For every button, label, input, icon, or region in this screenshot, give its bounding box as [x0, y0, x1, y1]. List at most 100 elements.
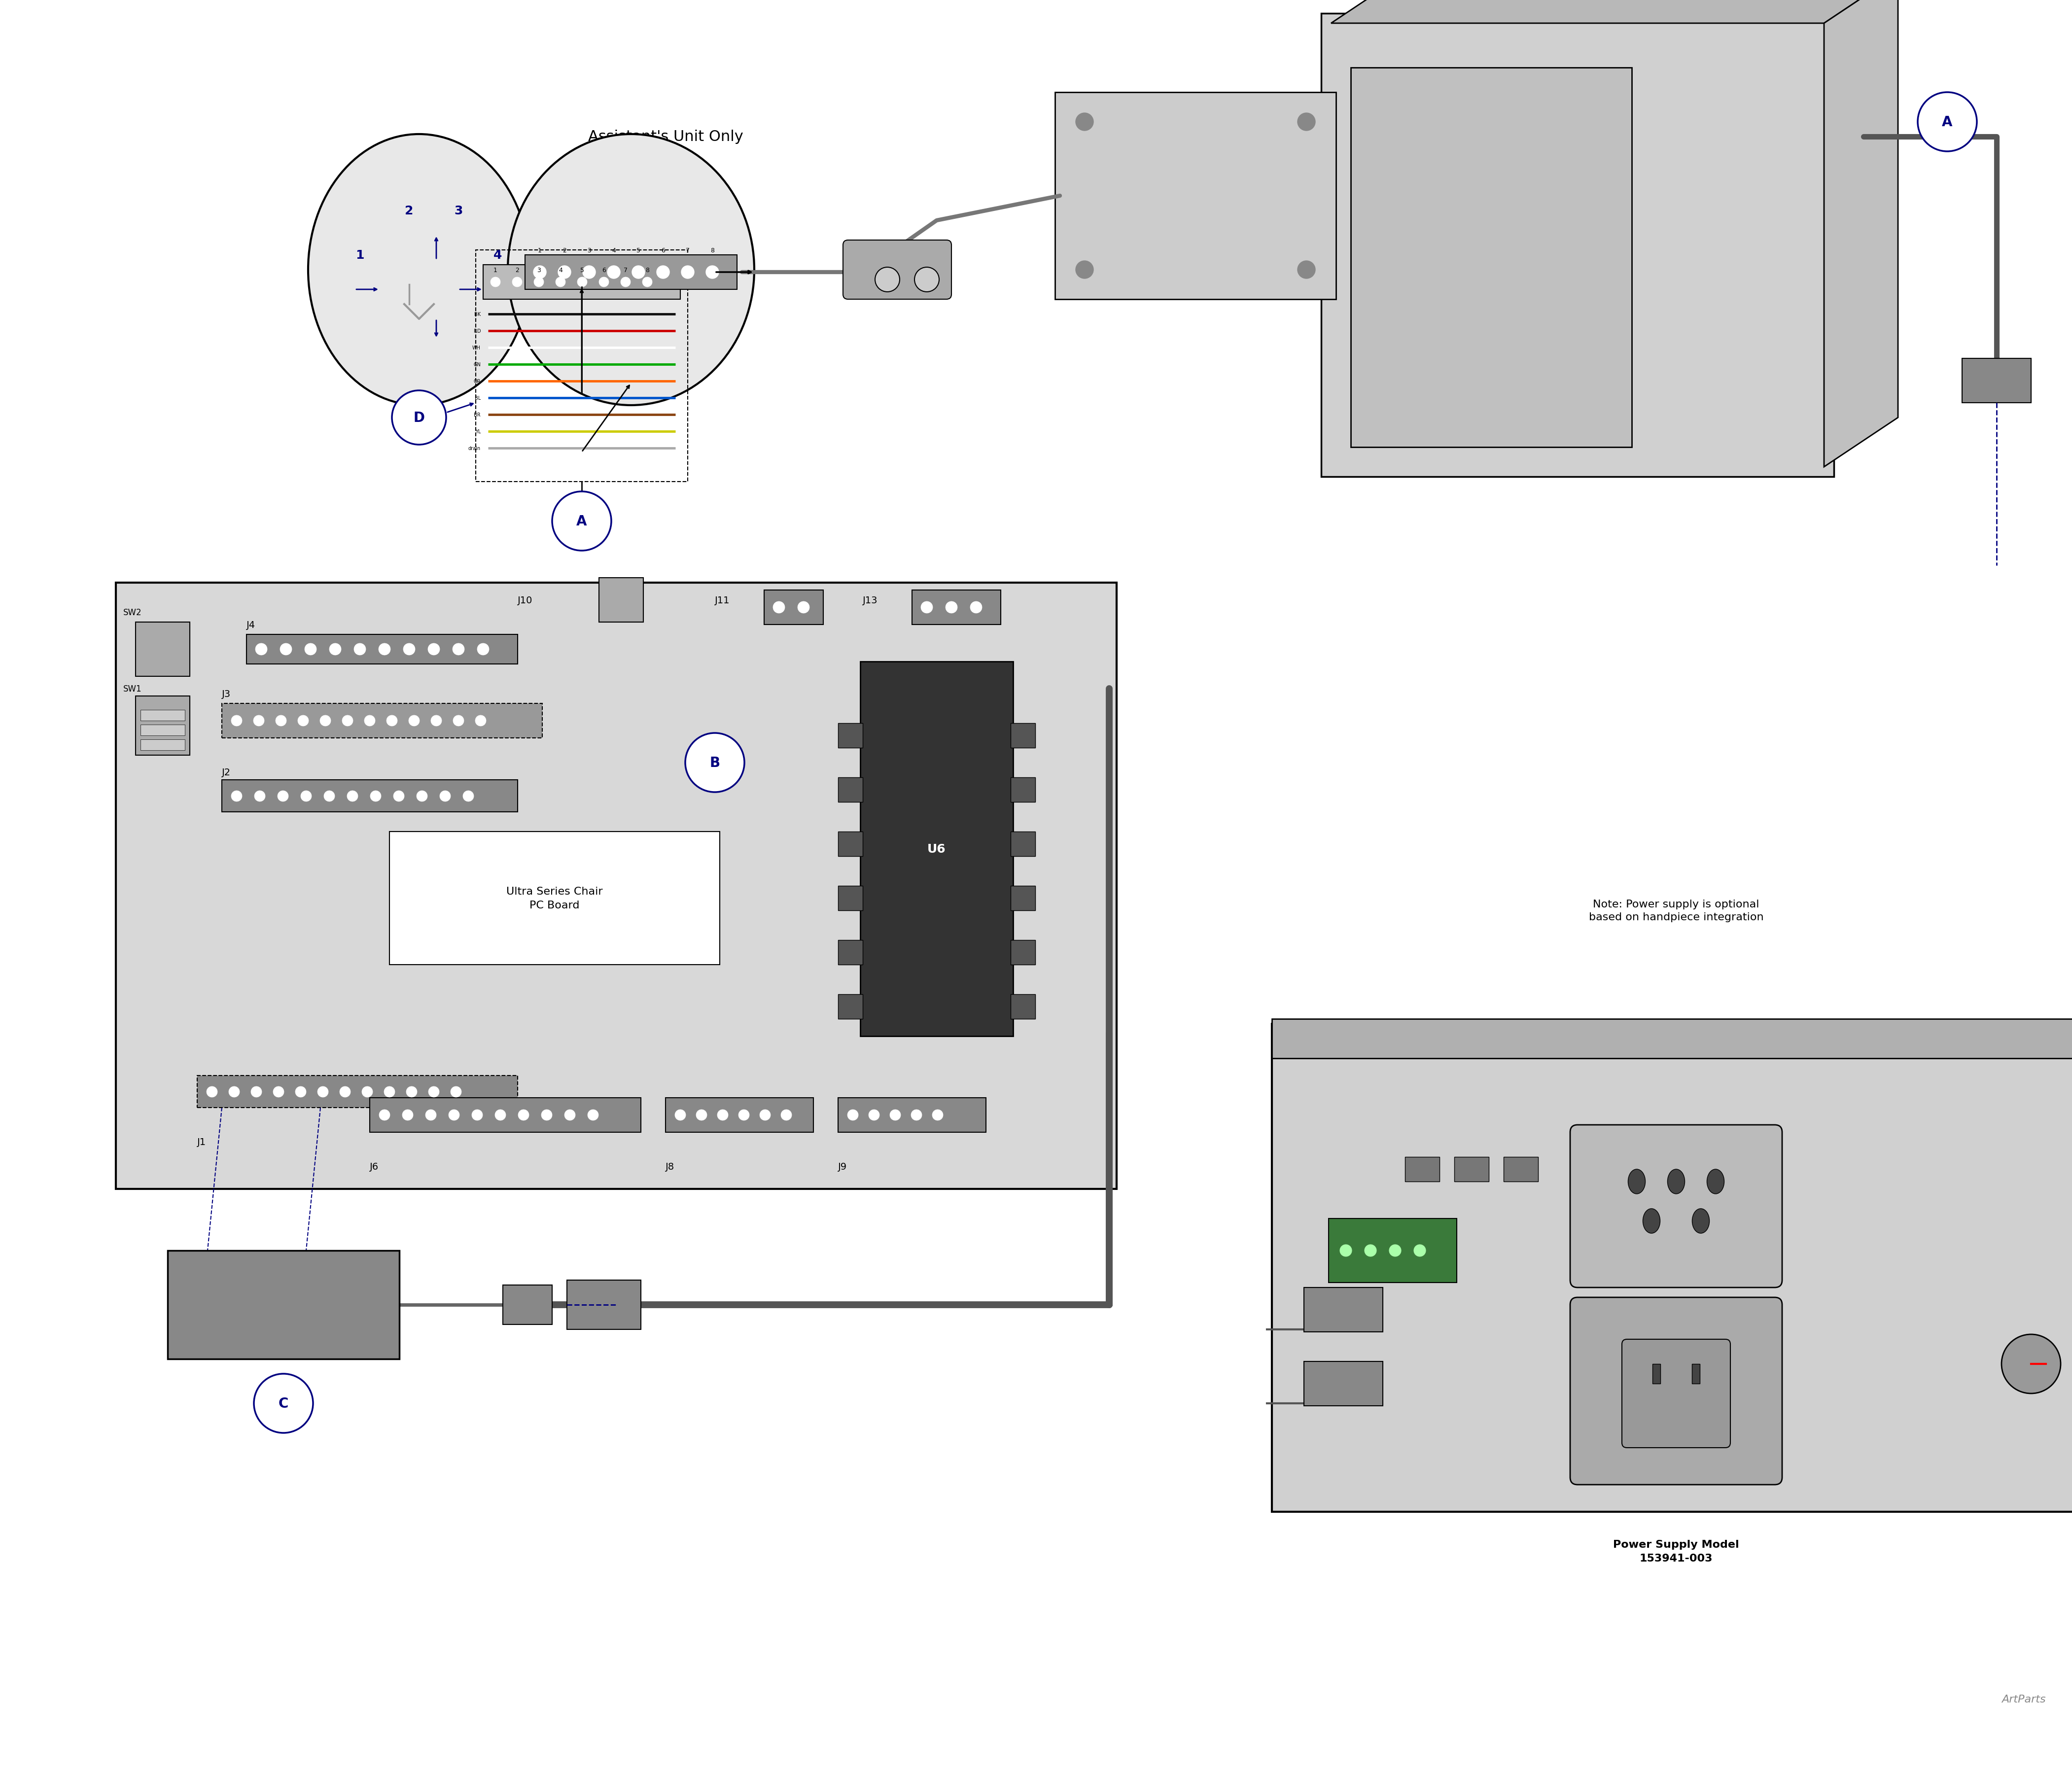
FancyBboxPatch shape — [369, 1097, 640, 1133]
Circle shape — [912, 1110, 922, 1121]
FancyBboxPatch shape — [1011, 940, 1036, 965]
FancyBboxPatch shape — [168, 1250, 400, 1360]
FancyBboxPatch shape — [1322, 14, 1834, 477]
Text: RD: RD — [474, 328, 481, 333]
Circle shape — [363, 1087, 373, 1097]
FancyBboxPatch shape — [1962, 358, 2031, 402]
Circle shape — [657, 266, 669, 278]
FancyBboxPatch shape — [837, 995, 862, 1019]
Text: J2: J2 — [222, 768, 230, 777]
Circle shape — [354, 644, 367, 656]
FancyBboxPatch shape — [837, 940, 862, 965]
Circle shape — [425, 1110, 437, 1121]
FancyBboxPatch shape — [1328, 1218, 1457, 1282]
Text: ArtParts: ArtParts — [2002, 1695, 2045, 1704]
Circle shape — [232, 716, 242, 727]
Circle shape — [1388, 1245, 1401, 1257]
Circle shape — [889, 1110, 901, 1121]
Circle shape — [365, 716, 375, 727]
Circle shape — [253, 716, 265, 727]
Circle shape — [276, 716, 286, 727]
Text: YL: YL — [474, 429, 481, 434]
Circle shape — [298, 716, 309, 727]
FancyBboxPatch shape — [1011, 886, 1036, 911]
Circle shape — [642, 277, 653, 287]
Circle shape — [450, 1087, 462, 1097]
Text: J1: J1 — [197, 1138, 205, 1147]
FancyBboxPatch shape — [1011, 832, 1036, 856]
Text: drain: drain — [468, 447, 481, 450]
Circle shape — [296, 1087, 307, 1097]
FancyBboxPatch shape — [1011, 723, 1036, 748]
Text: J3: J3 — [222, 690, 230, 699]
Circle shape — [454, 716, 464, 727]
Circle shape — [450, 1110, 460, 1121]
Circle shape — [682, 266, 694, 278]
FancyBboxPatch shape — [1622, 1339, 1730, 1449]
Circle shape — [920, 601, 932, 613]
FancyBboxPatch shape — [843, 241, 951, 300]
Circle shape — [429, 644, 439, 656]
FancyBboxPatch shape — [599, 578, 642, 622]
Circle shape — [717, 1110, 727, 1121]
Circle shape — [474, 716, 487, 727]
Text: 4: 4 — [611, 246, 615, 254]
Circle shape — [599, 277, 609, 287]
FancyBboxPatch shape — [1272, 1019, 2072, 1058]
Text: A: A — [576, 514, 586, 528]
Circle shape — [439, 791, 450, 801]
Text: Power Supply Model
153941-003: Power Supply Model 153941-003 — [1614, 1539, 1738, 1564]
Polygon shape — [1823, 0, 1898, 466]
Circle shape — [255, 791, 265, 801]
Circle shape — [255, 1374, 313, 1433]
Circle shape — [340, 1087, 350, 1097]
FancyBboxPatch shape — [1455, 1158, 1490, 1181]
FancyBboxPatch shape — [1571, 1126, 1782, 1287]
Circle shape — [970, 601, 982, 613]
Circle shape — [1297, 113, 1316, 131]
Text: 4: 4 — [559, 268, 562, 273]
Text: 6: 6 — [661, 246, 665, 254]
Text: 2: 2 — [562, 246, 566, 254]
FancyBboxPatch shape — [503, 1285, 551, 1324]
FancyBboxPatch shape — [141, 725, 184, 736]
Circle shape — [342, 716, 352, 727]
Circle shape — [582, 266, 595, 278]
Ellipse shape — [309, 135, 530, 406]
Polygon shape — [1330, 0, 1898, 23]
Text: BR: BR — [474, 413, 481, 417]
Circle shape — [512, 277, 522, 287]
Text: J8: J8 — [665, 1163, 675, 1172]
Circle shape — [868, 1110, 879, 1121]
Text: 6: 6 — [603, 268, 605, 273]
FancyBboxPatch shape — [1504, 1158, 1537, 1181]
FancyBboxPatch shape — [860, 661, 1013, 1035]
Text: J10: J10 — [518, 596, 533, 605]
Circle shape — [847, 1110, 858, 1121]
Circle shape — [1341, 1245, 1351, 1257]
Text: J13: J13 — [862, 596, 879, 605]
Ellipse shape — [1707, 1170, 1724, 1193]
Circle shape — [1413, 1245, 1426, 1257]
Ellipse shape — [1693, 1209, 1709, 1234]
FancyBboxPatch shape — [1011, 995, 1036, 1019]
Text: SW2: SW2 — [122, 608, 141, 617]
Circle shape — [462, 791, 474, 801]
Circle shape — [207, 1087, 218, 1097]
Text: U6: U6 — [928, 844, 947, 855]
Text: B: B — [709, 755, 721, 769]
Text: Assistant's Unit Only: Assistant's Unit Only — [588, 129, 744, 144]
Circle shape — [429, 1087, 439, 1097]
Text: 7: 7 — [624, 268, 628, 273]
Circle shape — [472, 1110, 483, 1121]
Circle shape — [319, 716, 332, 727]
Text: 5: 5 — [636, 246, 640, 254]
Ellipse shape — [1643, 1209, 1660, 1234]
Circle shape — [557, 266, 572, 278]
Circle shape — [914, 268, 939, 293]
FancyBboxPatch shape — [1055, 92, 1336, 300]
Ellipse shape — [1668, 1170, 1685, 1193]
Circle shape — [300, 791, 311, 801]
FancyBboxPatch shape — [135, 697, 191, 755]
FancyBboxPatch shape — [837, 1097, 986, 1133]
